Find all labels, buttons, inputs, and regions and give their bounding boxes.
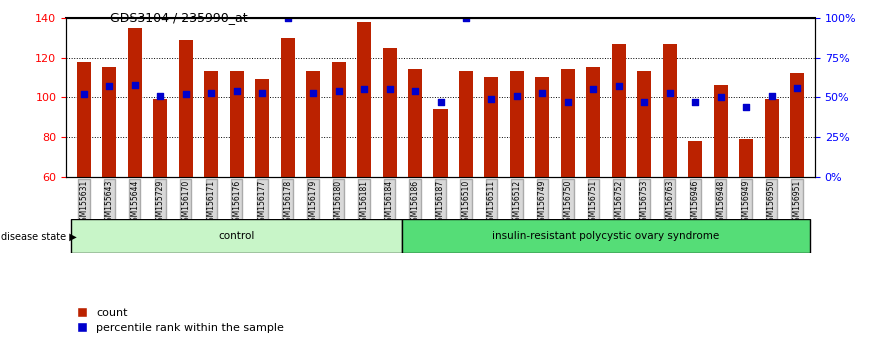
Point	[459, 15, 473, 21]
Point	[153, 93, 167, 98]
Bar	[128, 28, 142, 177]
Bar	[790, 73, 804, 177]
Bar	[408, 69, 422, 177]
Point	[790, 85, 804, 91]
Bar	[663, 44, 677, 177]
Text: disease state ▶: disease state ▶	[1, 231, 77, 241]
Point	[77, 91, 91, 97]
Bar	[331, 62, 345, 177]
Text: insulin-resistant polycystic ovary syndrome: insulin-resistant polycystic ovary syndr…	[492, 231, 720, 241]
Point	[637, 99, 651, 105]
Point	[561, 99, 575, 105]
Bar	[485, 78, 499, 177]
Point	[230, 88, 244, 94]
Point	[663, 90, 677, 95]
Point	[128, 82, 142, 87]
Point	[586, 86, 600, 92]
Bar	[306, 72, 320, 177]
Bar	[765, 99, 779, 177]
Bar	[77, 62, 91, 177]
Bar	[153, 99, 167, 177]
Bar	[459, 72, 473, 177]
Bar	[382, 47, 396, 177]
Bar	[510, 72, 524, 177]
Bar	[204, 72, 218, 177]
Point	[255, 90, 270, 95]
Point	[714, 95, 728, 100]
Point	[331, 88, 345, 94]
Point	[765, 93, 779, 98]
Point	[306, 90, 320, 95]
Text: control: control	[218, 231, 255, 241]
Point	[536, 90, 550, 95]
Point	[485, 96, 499, 102]
Point	[179, 91, 193, 97]
Bar	[179, 40, 193, 177]
Point	[102, 84, 116, 89]
Bar	[102, 68, 116, 177]
Point	[510, 93, 524, 98]
Bar	[281, 38, 294, 177]
Bar	[587, 68, 600, 177]
Bar	[357, 22, 371, 177]
Bar	[536, 78, 550, 177]
Bar	[255, 79, 270, 177]
Point	[204, 90, 218, 95]
FancyBboxPatch shape	[403, 219, 810, 253]
FancyBboxPatch shape	[71, 219, 403, 253]
Bar	[433, 109, 448, 177]
Point	[688, 99, 702, 105]
Bar	[688, 141, 702, 177]
Text: GDS3104 / 235990_at: GDS3104 / 235990_at	[110, 11, 248, 24]
Bar	[714, 85, 728, 177]
Point	[408, 88, 422, 94]
Bar	[230, 72, 244, 177]
Legend: count, percentile rank within the sample: count, percentile rank within the sample	[71, 303, 288, 338]
Bar	[637, 72, 651, 177]
Bar	[739, 139, 753, 177]
Point	[739, 104, 753, 110]
Point	[382, 86, 396, 92]
Point	[281, 15, 295, 21]
Point	[357, 86, 371, 92]
Point	[433, 99, 448, 105]
Bar	[611, 44, 626, 177]
Point	[611, 84, 626, 89]
Bar	[561, 69, 575, 177]
